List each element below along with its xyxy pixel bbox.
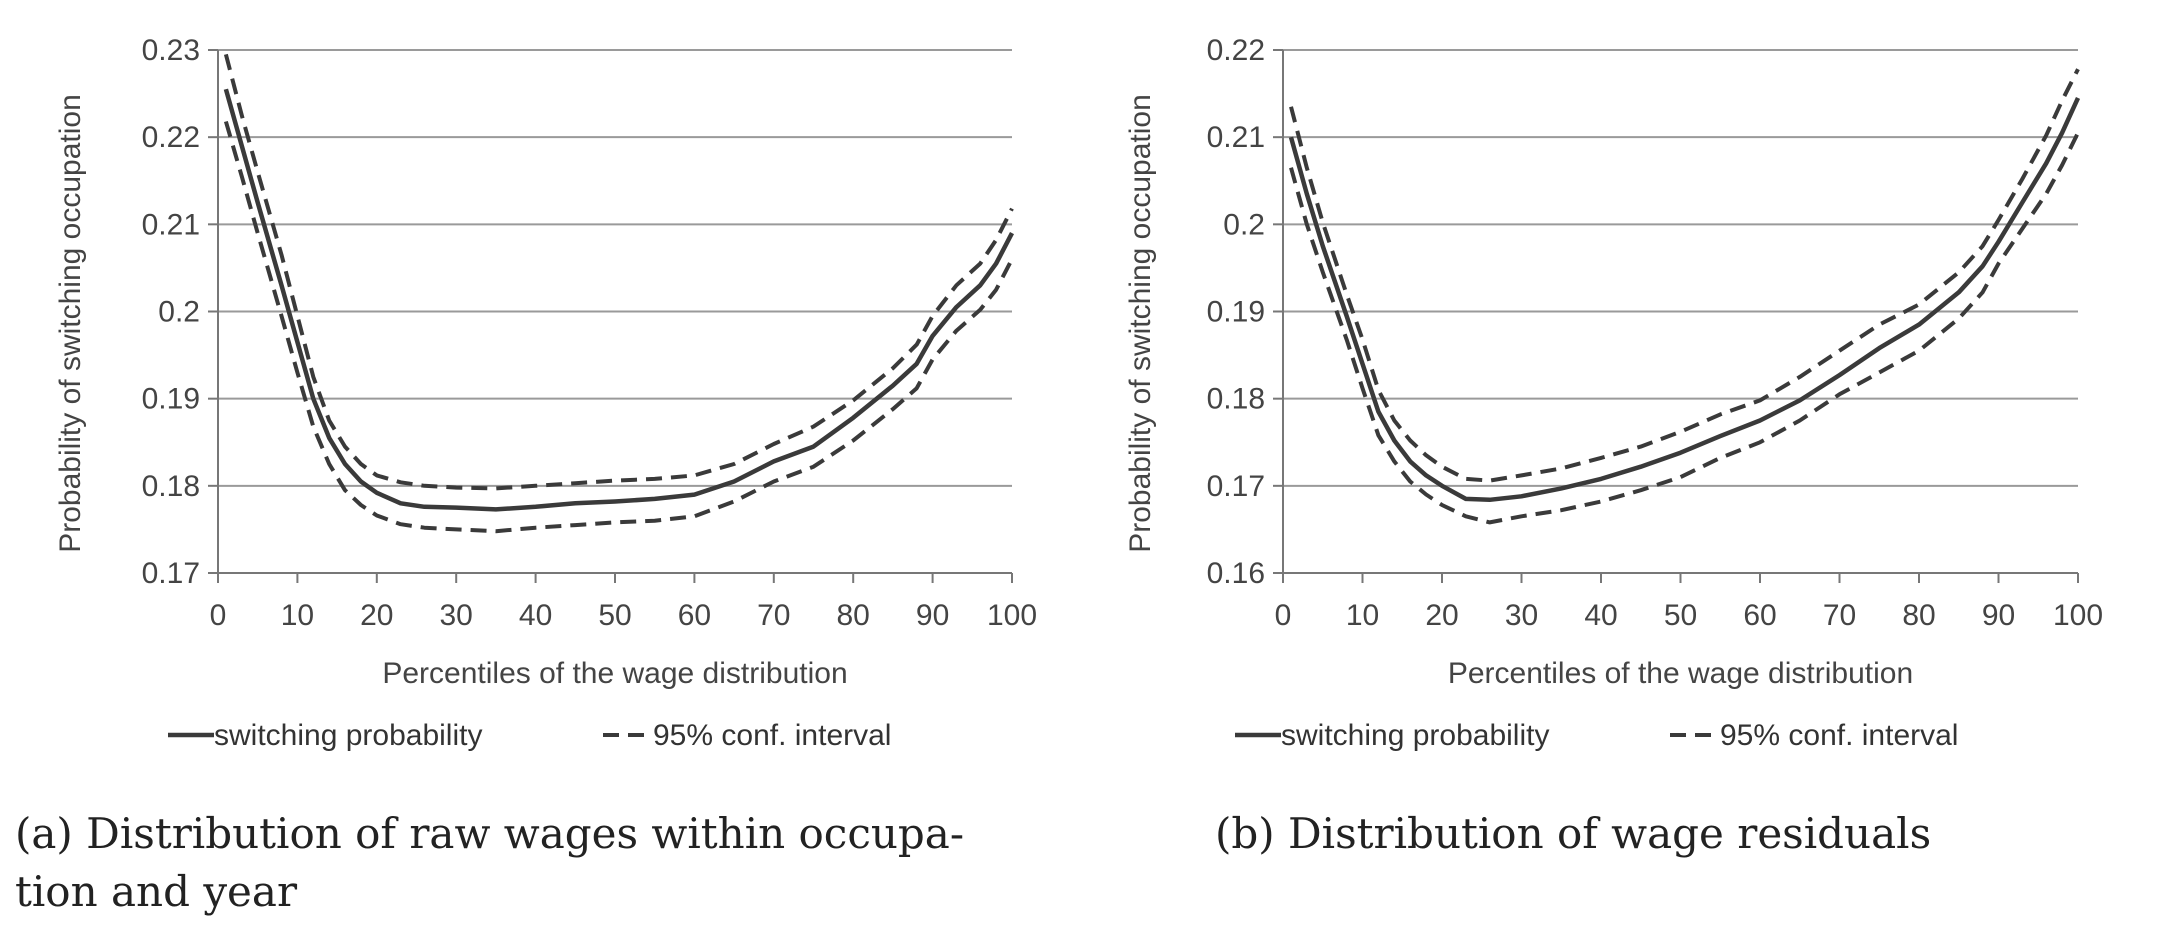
x-tick-label: 0	[210, 599, 227, 632]
x-tick-label: 70	[1823, 599, 1856, 632]
y-axis-label: Probability of switching occupation	[1124, 94, 1157, 553]
legend: switching probability 95% conf. interval	[168, 719, 891, 752]
figure-caption: tion and year	[15, 867, 298, 916]
x-tick-label: 10	[1346, 599, 1379, 632]
switching-probability-line	[223, 88, 1014, 512]
y-tick-label: 0.2	[1223, 208, 1265, 241]
x-tick-label: 100	[2053, 599, 2103, 632]
legend-label-conf-interval: 95% conf. interval	[653, 719, 891, 752]
legend: switching probability 95% conf. interval	[1235, 719, 1958, 752]
y-tick-label: 0.17	[1207, 470, 1265, 503]
ci-lower-line	[223, 120, 1014, 534]
x-tick-label: 0	[1275, 599, 1292, 632]
chart-panel-0: 0.17 0.18 0.19 0.2 0.21 0.22 0.23 0 10 20 30 40 50 60…	[15, 34, 1037, 916]
x-axis-label: Percentiles of the wage distribution	[1448, 657, 1913, 690]
x-tick-label: 80	[1902, 599, 1935, 632]
x-tick-label: 50	[598, 599, 631, 632]
x-tick-label: 10	[281, 599, 314, 632]
x-tick-label: 40	[519, 599, 552, 632]
x-tick-label: 30	[1505, 599, 1538, 632]
x-tick-label: 20	[360, 599, 393, 632]
x-tick-label: 100	[987, 599, 1037, 632]
switching-probability-line	[1288, 96, 2081, 503]
ci-lower-line	[1289, 131, 2080, 525]
ci-upper-line	[1289, 68, 2080, 483]
x-tick-label: 40	[1584, 599, 1617, 632]
legend-label-conf-interval: 95% conf. interval	[1720, 719, 1958, 752]
y-axis-label: Probability of switching occupation	[54, 94, 87, 553]
y-tick-label: 0.2	[158, 296, 200, 329]
x-tick-label: 70	[757, 599, 790, 632]
legend-label-switching-probability: switching probability	[1281, 719, 1549, 752]
x-tick-label: 90	[1982, 599, 2015, 632]
x-tick-label: 50	[1664, 599, 1697, 632]
x-tick-label: 60	[1743, 599, 1776, 632]
y-tick-label: 0.19	[1207, 296, 1265, 329]
x-tick-label: 20	[1425, 599, 1458, 632]
y-tick-label: 0.16	[1207, 557, 1265, 590]
chart-panel-1: 0.16 0.17 0.18 0.19 0.2 0.21 0.22 0 10 20 30 40 50 60…	[1124, 34, 2103, 858]
figure-caption: (a) Distribution of raw wages within occ…	[15, 809, 964, 858]
y-tick-label: 0.22	[142, 121, 200, 154]
y-tick-label: 0.18	[142, 470, 200, 503]
ci-upper-line	[223, 53, 1014, 491]
y-tick-label: 0.21	[1207, 121, 1265, 154]
y-tick-label: 0.22	[1207, 34, 1265, 67]
x-tick-label: 80	[837, 599, 870, 632]
y-tick-label: 0.19	[142, 383, 200, 416]
y-tick-label: 0.18	[1207, 383, 1265, 416]
y-tick-label: 0.23	[142, 34, 200, 67]
x-tick-label: 30	[440, 599, 473, 632]
x-axis-label: Percentiles of the wage distribution	[382, 657, 847, 690]
figure-caption: (b) Distribution of wage residuals	[1215, 809, 1931, 858]
y-tick-label: 0.17	[142, 557, 200, 590]
y-tick-label: 0.21	[142, 208, 200, 241]
x-tick-label: 90	[916, 599, 949, 632]
x-tick-label: 60	[678, 599, 711, 632]
legend-label-switching-probability: switching probability	[214, 719, 482, 752]
